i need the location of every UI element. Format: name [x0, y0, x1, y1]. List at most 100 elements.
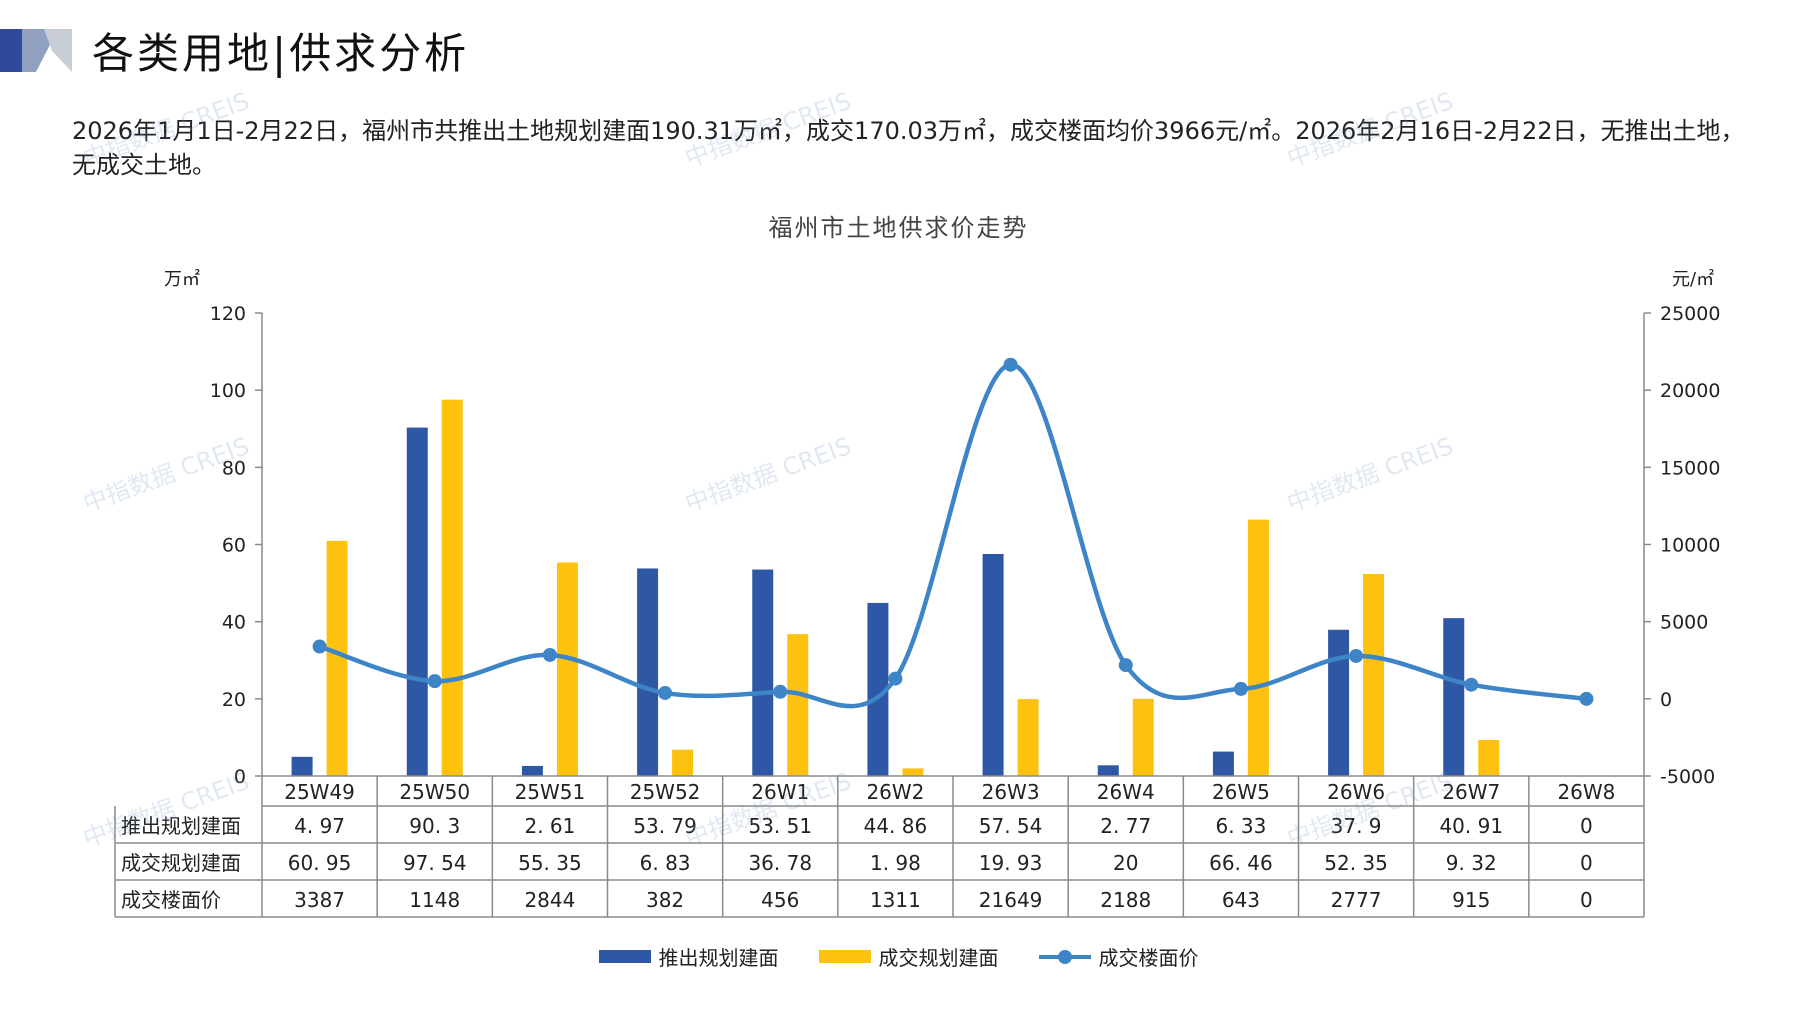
bar-supply	[1328, 629, 1350, 776]
chart-legend: 推出规划建面 成交规划建面 成交楼面价	[0, 942, 1797, 971]
legend-item-price: 成交楼面价	[1038, 942, 1199, 971]
bar-deal	[326, 540, 348, 776]
legend-item-supply: 推出规划建面	[598, 942, 779, 971]
legend-swatch-supply	[598, 950, 651, 963]
bar-deal	[556, 562, 578, 776]
table-cell-value: 643	[1222, 888, 1260, 912]
table-cell-value: 382	[646, 888, 684, 912]
header-corner-decoration	[0, 29, 72, 72]
table-cell-value: 57. 54	[979, 814, 1043, 838]
table-cell-value: 0	[1580, 851, 1593, 875]
price-point	[1233, 681, 1248, 696]
table-row-label: 推出规划建面	[121, 814, 241, 838]
summary-text: 2026年1月1日-2月22日，福州市共推出土地规划建面190.31万㎡，成交1…	[72, 117, 1745, 179]
table-cell-value: 2188	[1100, 888, 1151, 912]
right-axis-tick-label: -5000	[1660, 766, 1715, 788]
category-label: 25W52	[630, 780, 701, 804]
table-cell-value: 915	[1452, 888, 1490, 912]
table-cell-value: 0	[1580, 814, 1593, 838]
right-axis-tick-label: 20000	[1660, 380, 1720, 402]
table-cell-value: 3387	[294, 888, 345, 912]
legend-swatch-price	[1038, 949, 1091, 965]
right-axis-tick-label: 25000	[1660, 303, 1720, 325]
bar-deal	[1478, 740, 1500, 776]
category-label: 25W51	[515, 780, 586, 804]
table-cell-value: 52. 35	[1324, 851, 1388, 875]
table-cell-value: 1. 98	[870, 851, 921, 875]
bar-deal	[1363, 574, 1385, 776]
price-point	[312, 639, 327, 654]
bar-deal	[787, 634, 809, 776]
table-cell-value: 44. 86	[864, 814, 928, 838]
table-cell-value: 2. 77	[1100, 814, 1151, 838]
table-cell-value: 6. 83	[640, 851, 691, 875]
table-cell-value: 1311	[870, 888, 921, 912]
right-axis-unit: 元/㎡	[1672, 269, 1715, 290]
left-axis-tick-label: 100	[210, 380, 246, 402]
price-point	[1579, 691, 1594, 706]
category-label: 26W3	[982, 780, 1040, 804]
table-cell-value: 19. 93	[979, 851, 1043, 875]
category-label: 26W1	[751, 780, 809, 804]
table-cell-value: 53. 79	[633, 814, 697, 838]
bar-supply	[1443, 618, 1465, 776]
category-label: 26W5	[1212, 780, 1270, 804]
category-label: 25W49	[284, 780, 355, 804]
right-axis-tick-label: 0	[1660, 689, 1672, 711]
table-cell-value: 90. 3	[409, 814, 460, 838]
price-point	[658, 685, 673, 700]
right-axis-tick-label: 5000	[1660, 612, 1708, 634]
table-cell-value: 53. 51	[748, 814, 812, 838]
category-label: 26W6	[1327, 780, 1385, 804]
price-point	[542, 647, 557, 662]
table-cell-value: 36. 78	[748, 851, 812, 875]
price-point	[1118, 658, 1133, 673]
bar-supply	[406, 427, 428, 776]
table-cell-value: 20	[1113, 851, 1138, 875]
price-line	[318, 362, 1587, 709]
table-cell-value: 9. 32	[1446, 851, 1497, 875]
bar-supply	[982, 553, 1004, 776]
bar-deal	[902, 768, 924, 776]
table-cell-value: 60. 95	[288, 851, 352, 875]
legend-swatch-deal	[818, 950, 871, 963]
table-cell-value: 37. 9	[1331, 814, 1382, 838]
bar-supply	[291, 756, 313, 776]
category-label: 25W50	[399, 780, 470, 804]
left-axis-tick-label: 20	[222, 689, 246, 711]
left-axis-tick-label: 40	[222, 612, 246, 634]
bar-deal	[1017, 699, 1039, 776]
bar-supply	[752, 569, 774, 776]
left-axis-tick-label: 60	[222, 535, 246, 557]
price-point	[1349, 648, 1364, 663]
bar-supply	[867, 602, 889, 776]
bar-deal	[1247, 519, 1269, 776]
bar-supply	[521, 765, 543, 776]
left-axis-tick-label: 120	[210, 303, 246, 325]
legend-label-deal: 成交规划建面	[878, 946, 999, 970]
left-axis-tick-label: 0	[234, 766, 246, 788]
table-cell-value: 6. 33	[1215, 814, 1266, 838]
bar-supply	[1212, 751, 1234, 776]
legend-label-price: 成交楼面价	[1098, 946, 1199, 970]
category-label: 26W4	[1097, 780, 1155, 804]
table-cell-value: 456	[761, 888, 799, 912]
price-point	[773, 684, 788, 699]
legend-item-deal: 成交规划建面	[818, 942, 999, 971]
bar-supply	[637, 568, 659, 776]
table-cell-value: 40. 91	[1439, 814, 1503, 838]
price-point	[1003, 357, 1018, 372]
table-cell-value: 1148	[409, 888, 460, 912]
table-cell-value: 4. 97	[294, 814, 345, 838]
table-cell-value: 55. 35	[518, 851, 582, 875]
table-cell-value: 2777	[1331, 888, 1382, 912]
table-cell-value: 0	[1580, 888, 1593, 912]
price-point	[427, 674, 442, 689]
category-label: 26W7	[1442, 780, 1500, 804]
price-point	[1464, 677, 1479, 692]
left-axis-tick-label: 80	[222, 457, 246, 479]
legend-label-supply: 推出规划建面	[658, 946, 779, 970]
bar-deal	[1132, 698, 1154, 776]
category-label: 26W2	[866, 780, 924, 804]
